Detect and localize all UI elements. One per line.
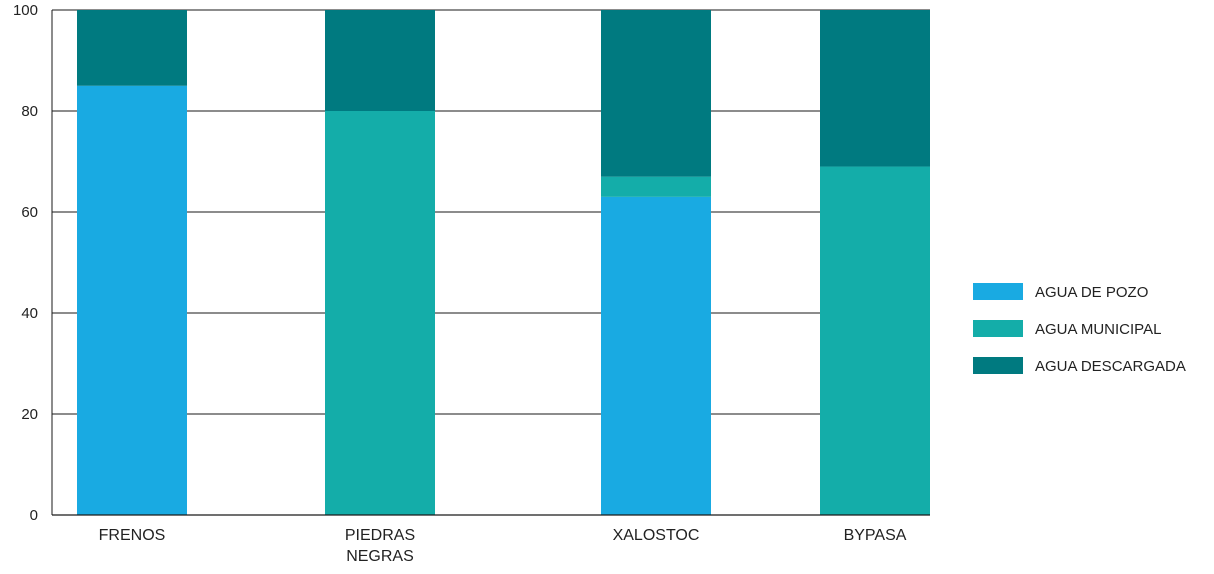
legend-label-2: AGUA DESCARGADA (1035, 358, 1186, 375)
y-tick-label: 20 (21, 406, 38, 423)
y-tick-label: 60 (21, 204, 38, 221)
y-tick-label: 0 (30, 507, 38, 524)
legend-swatch-2 (973, 357, 1023, 374)
axes: 0 20 40 60 80 100 FRENOS PIEDRAS NEGRAS XALOSTOC B… (13, 2, 930, 565)
y-tick-label: 100 (13, 2, 38, 19)
legend-label-1: AGUA MUNICIPAL (1035, 321, 1161, 338)
bar-segment-0-0 (77, 85, 187, 515)
bar-segment-1-2 (325, 10, 435, 111)
bar-segment-3-2 (820, 10, 930, 167)
legend: AGUA DE POZO AGUA MUNICIPAL AGUA DESCARGAD… (973, 283, 1186, 375)
bar-segment-2-1 (601, 176, 711, 197)
x-tick-label: BYPASA (844, 527, 907, 544)
x-tick-label: FRENOS (99, 527, 166, 544)
y-tick-label: 80 (21, 103, 38, 120)
legend-swatch-0 (973, 283, 1023, 300)
legend-label-0: AGUA DE POZO (1035, 284, 1148, 301)
x-tick-label: PIEDRAS (345, 527, 415, 544)
x-tick-label: NEGRAS (346, 548, 414, 565)
bar-segment-2-0 (601, 196, 711, 515)
bar-segment-3-1 (820, 166, 930, 516)
bar-segment-2-2 (601, 10, 711, 177)
bars (77, 10, 930, 516)
x-tick-label: XALOSTOC (613, 527, 700, 544)
y-tick-label: 40 (21, 305, 38, 322)
bar-segment-1-1 (325, 111, 435, 515)
legend-swatch-1 (973, 320, 1023, 337)
bar-segment-0-2 (77, 10, 187, 86)
